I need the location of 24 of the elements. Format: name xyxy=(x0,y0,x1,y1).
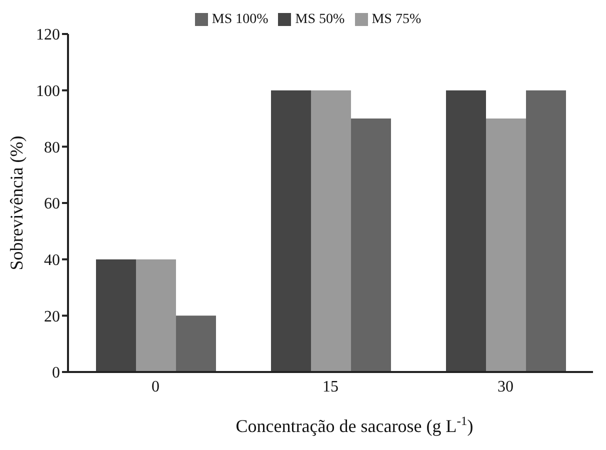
bar xyxy=(526,90,566,372)
legend-label: MS 100% xyxy=(212,12,268,27)
bar xyxy=(311,90,351,372)
x-axis-title: Concentração de sacarose (g L$^{-1}$) xyxy=(236,414,474,436)
x-tick-label: 0 xyxy=(152,378,160,396)
bar xyxy=(446,90,486,372)
bar xyxy=(136,259,176,372)
x-tick-label: 15 xyxy=(322,378,338,396)
x-tick-label: 30 xyxy=(498,378,514,396)
legend-label: MS 50% xyxy=(295,12,345,27)
bar xyxy=(96,259,136,372)
y-axis-title: Sobrevivência (%) xyxy=(6,136,26,270)
legend-label: MS 75% xyxy=(372,12,422,27)
y-tick-label: 80 xyxy=(44,139,60,156)
bar xyxy=(351,118,391,372)
y-tick-label: 0 xyxy=(52,364,60,382)
bar xyxy=(176,316,216,372)
y-tick-label: 60 xyxy=(44,196,60,213)
bar xyxy=(486,118,526,372)
bar xyxy=(271,90,311,372)
y-tick-label: 40 xyxy=(44,252,60,270)
y-tick-label: 20 xyxy=(44,308,60,326)
y-tick-label: 120 xyxy=(36,26,60,44)
y-tick-label: 100 xyxy=(36,83,60,100)
